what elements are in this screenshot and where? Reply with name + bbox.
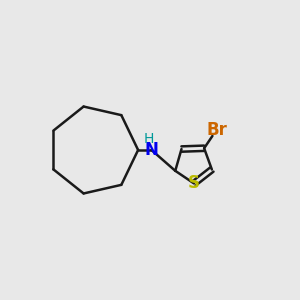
Text: S: S — [188, 175, 200, 193]
Text: H: H — [144, 132, 154, 146]
Text: N: N — [145, 141, 158, 159]
Text: Br: Br — [206, 121, 227, 139]
